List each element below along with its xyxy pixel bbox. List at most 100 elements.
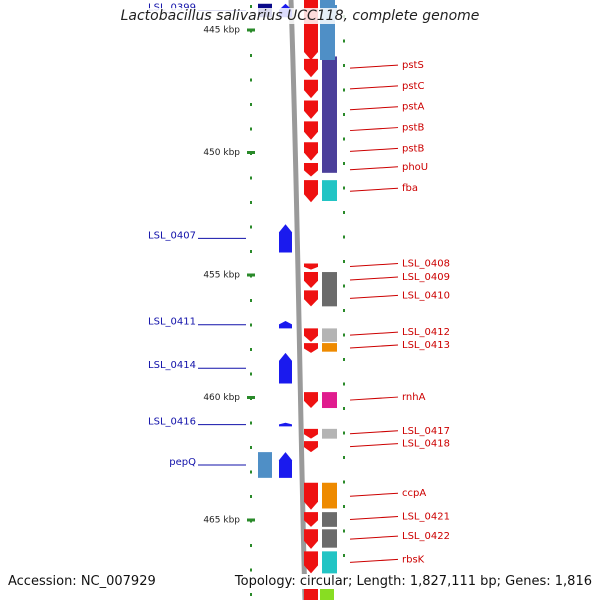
gene-label: pstA (402, 102, 424, 113)
gene-leader-line (349, 106, 399, 111)
dot-left (250, 176, 252, 180)
gene-arrow-forward (304, 343, 318, 353)
topology-text: Topology: circular; Length: 1,827,111 bp… (234, 574, 592, 589)
gene-leader-line (349, 294, 399, 299)
category-block (322, 180, 337, 201)
dot-right (343, 358, 345, 361)
category-block (258, 452, 272, 478)
gene-label: LSL_0418 (402, 439, 450, 450)
dot-right (343, 480, 345, 484)
dot-left (250, 323, 252, 327)
gene-label: LSL_0412 (402, 327, 450, 338)
dot-left (250, 225, 252, 229)
gene-label: pstB (402, 123, 424, 134)
gene-leader-line (349, 85, 399, 90)
gene-leader-line (349, 558, 399, 563)
gene-label: LSL_0409 (402, 272, 450, 283)
dot-left (250, 103, 252, 106)
dot-right (343, 39, 345, 43)
gene-arrow-forward (304, 272, 318, 288)
gene-label: pstS (402, 60, 424, 71)
map-title: Lactobacillus salivarius UCC118, complet… (0, 8, 600, 24)
gene-leader-line (349, 166, 399, 171)
axis-tick-label: 455 kbp (203, 271, 240, 281)
gene-arrow-forward (304, 428, 318, 439)
dot-left (250, 421, 252, 425)
gene-arrow-forward (304, 263, 318, 270)
gene-label: LSL_0414 (148, 360, 196, 371)
axis-tick (247, 151, 255, 154)
dot-right (343, 382, 345, 386)
dot-right (343, 211, 345, 214)
accession-text: Accession: NC_007929 (8, 574, 156, 589)
dot-left (250, 446, 252, 449)
dot-left (250, 127, 252, 131)
gene-label: LSL_0417 (402, 426, 450, 437)
gene-arrow-reverse (279, 321, 292, 329)
gene-arrow-forward (304, 58, 318, 78)
dot-left (250, 299, 252, 302)
dot-right (343, 162, 345, 165)
dot-left (250, 5, 252, 8)
gene-arrow-reverse (279, 352, 292, 384)
dot-right (343, 505, 345, 508)
gene-label: ccpA (402, 488, 426, 499)
gene-arrow-forward (304, 163, 318, 177)
gene-arrow-reverse (279, 422, 292, 427)
gene-label: phoU (402, 162, 428, 173)
dot-right (343, 407, 345, 410)
gene-arrow-forward (304, 142, 318, 161)
gene-arrow-reverse (279, 452, 292, 478)
gene-label: LSL_0410 (402, 290, 450, 301)
gene-leader-line (349, 396, 399, 401)
category-block (322, 512, 337, 527)
axis-tick-label: 460 kbp (203, 393, 240, 403)
gene-leader-line (349, 147, 399, 152)
category-block (322, 551, 337, 574)
gene-arrow-forward (304, 180, 318, 203)
dot-left (250, 495, 252, 498)
dot-right (343, 113, 345, 116)
dot-left (250, 372, 252, 376)
dot-left (250, 54, 252, 57)
gene-label: LSL_0416 (148, 417, 196, 428)
dot-right (343, 554, 345, 557)
category-block (322, 328, 337, 342)
axis-tick (247, 273, 255, 277)
dot-right (343, 431, 345, 435)
gene-label: pepQ (169, 457, 196, 468)
gene-leader-line (349, 127, 399, 132)
dot-left (250, 201, 252, 204)
axis-tick-label: 450 kbp (203, 148, 240, 158)
dot-left (250, 593, 252, 596)
dot-left (250, 250, 252, 253)
dot-right (343, 309, 345, 312)
dot-left (250, 348, 252, 351)
gene-leader-line (349, 276, 399, 281)
gene-leader-line (349, 492, 399, 497)
gene-label: LSL_0411 (148, 317, 196, 328)
dot-right (343, 333, 345, 337)
gene-arrow-forward (304, 441, 318, 453)
dot-right (343, 456, 345, 459)
dot-right (343, 64, 345, 67)
gene-label: LSL_0408 (402, 259, 450, 270)
category-block (322, 343, 337, 352)
category-block (322, 529, 337, 548)
gene-arrow-forward (304, 529, 318, 549)
dot-left (250, 470, 252, 474)
gene-label: fba (402, 183, 418, 194)
gene-leader-line (349, 187, 399, 192)
category-block (322, 428, 337, 439)
category-block (322, 392, 337, 409)
gene-arrow-forward (304, 392, 318, 409)
axis-tick (247, 396, 255, 399)
dot-left (250, 544, 252, 547)
gene-label: pstB (402, 143, 424, 154)
gene-leader-line (349, 344, 399, 349)
dot-right (343, 137, 345, 141)
gene-label: pstC (402, 81, 424, 92)
axis-tick (247, 518, 255, 522)
dot-right (343, 88, 345, 92)
